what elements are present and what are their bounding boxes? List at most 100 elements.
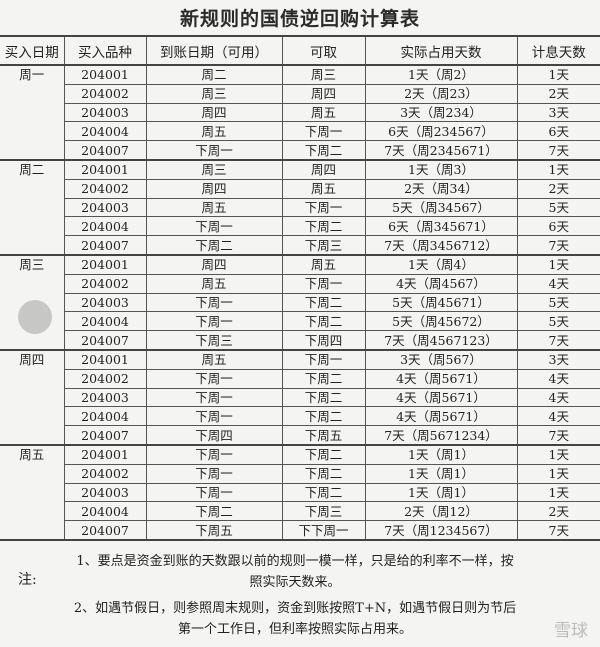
table-row: 204002 周五 下周一 4天（周4567） 4天 bbox=[0, 273, 600, 294]
arrival-date-cell: 下周二 bbox=[145, 501, 283, 522]
actual-days-cell: 4天（周5671） bbox=[364, 368, 518, 389]
withdrawable-cell: 下周一 bbox=[281, 121, 366, 142]
note-2: 2、如遇节假日，则参照周末规则，资金到账按照T+N，如遇节假日则为节后第一个工作… bbox=[73, 601, 517, 637]
product-cell: 204003 bbox=[64, 102, 147, 123]
product-cell: 204002 bbox=[64, 463, 147, 484]
product-cell: 204002 bbox=[64, 368, 147, 389]
actual-days-cell: 1天（周3） bbox=[364, 159, 518, 180]
withdrawable-cell: 周四 bbox=[281, 159, 366, 180]
interest-days-cell: 3天 bbox=[516, 102, 600, 123]
table-row: 204002 周四 周五 2天（周34） 2天 bbox=[0, 178, 600, 199]
back-button[interactable] bbox=[18, 300, 52, 334]
arrival-date-cell: 周五 bbox=[145, 121, 283, 142]
actual-days-cell: 4天（周5671） bbox=[364, 387, 518, 408]
interest-days-cell: 7天 bbox=[516, 520, 600, 541]
table-row: 204004 下周一 下周二 6天（周345671） 6天 bbox=[0, 216, 600, 237]
interest-days-cell: 7天 bbox=[516, 235, 600, 256]
table-row: 204004 下周一 下周二 5天（周45672） 5天 bbox=[0, 311, 600, 332]
interest-days-cell: 1天 bbox=[516, 482, 600, 503]
notes-section: 注: 1、要点是资金到账的天数跟以前的规则一模一样，只是给的利率不一样，按照实际… bbox=[0, 545, 600, 645]
actual-days-cell: 6天（周345671） bbox=[364, 216, 518, 237]
interest-days-cell: 7天 bbox=[516, 425, 600, 446]
actual-days-cell: 3天（周567） bbox=[364, 349, 518, 370]
note-1: 1、要点是资金到账的天数跟以前的规则一模一样，只是给的利率不一样，按照实际天数来… bbox=[76, 554, 514, 590]
actual-days-cell: 7天（周5671234） bbox=[364, 425, 518, 446]
withdrawable-cell: 下周二 bbox=[281, 387, 366, 408]
product-cell: 204001 bbox=[63, 349, 147, 370]
interest-days-cell: 7天 bbox=[516, 140, 600, 161]
header-actual-days: 实际占用天数 bbox=[364, 35, 518, 66]
interest-days-cell: 3天 bbox=[516, 349, 600, 370]
interest-days-cell: 5天 bbox=[516, 197, 600, 218]
arrival-date-cell: 周三 bbox=[145, 83, 283, 104]
product-cell: 204003 bbox=[64, 387, 147, 408]
product-cell: 204004 bbox=[64, 406, 147, 427]
table-row: 204004 周五 下周一 6天（周234567） 6天 bbox=[0, 121, 600, 142]
actual-days-cell: 2天（周23） bbox=[364, 83, 518, 104]
product-cell: 204007 bbox=[64, 330, 147, 351]
product-cell: 204004 bbox=[64, 216, 147, 237]
actual-days-cell: 1天（周1） bbox=[364, 482, 518, 503]
actual-days-cell: 2天（周12） bbox=[364, 501, 518, 522]
arrival-date-cell: 下周一 bbox=[145, 406, 283, 427]
notes-label: 注: bbox=[18, 572, 37, 588]
actual-days-cell: 7天（周1234567） bbox=[364, 520, 518, 541]
withdrawable-cell: 周四 bbox=[281, 83, 366, 104]
table-row: 204002 下周一 下周二 4天（周5671） 4天 bbox=[0, 368, 600, 389]
table-row: 204003 周四 周五 3天（周234） 3天 bbox=[0, 102, 600, 123]
watermark-logo: 雪球 bbox=[554, 621, 588, 641]
table-row: 周四 204001 周五 下周一 3天（周567） 3天 bbox=[0, 349, 600, 446]
arrival-date-cell: 周四 bbox=[145, 102, 283, 123]
withdrawable-cell: 下周一 bbox=[281, 197, 366, 218]
interest-days-cell: 5天 bbox=[516, 311, 600, 332]
arrival-date-cell: 下周三 bbox=[145, 330, 283, 351]
interest-days-cell: 1天 bbox=[516, 64, 600, 85]
table-row: 周五 204001 下周一 下周二 1天（周1） 1天 bbox=[0, 444, 600, 541]
buy-date-cell: 周二 bbox=[0, 159, 65, 256]
buy-date-cell: 周四 bbox=[0, 349, 65, 446]
withdrawable-cell: 下周二 bbox=[281, 463, 366, 484]
table-row: 204003 周五 下周一 5天（周34567） 5天 bbox=[0, 197, 600, 218]
table-row: 204007 下周五 下下周一 7天（周1234567） 7天 bbox=[0, 520, 600, 541]
actual-days-cell: 5天（周34567） bbox=[364, 197, 518, 218]
arrival-date-cell: 周四 bbox=[145, 254, 283, 275]
table-row: 周二 204001 周三 周四 1天（周3） 1天 bbox=[0, 159, 600, 256]
arrival-date-cell: 下周一 bbox=[145, 292, 283, 313]
interest-days-cell: 1天 bbox=[516, 463, 600, 484]
arrival-date-cell: 下周一 bbox=[145, 311, 283, 332]
arrival-date-cell: 下周一 bbox=[145, 482, 283, 503]
actual-days-cell: 4天（周4567） bbox=[364, 273, 518, 294]
product-cell: 204004 bbox=[64, 501, 147, 522]
withdrawable-cell: 下周五 bbox=[281, 425, 366, 446]
arrival-date-cell: 下周一 bbox=[145, 387, 283, 408]
product-cell: 204002 bbox=[64, 178, 147, 199]
interest-days-cell: 6天 bbox=[516, 216, 600, 237]
withdrawable-cell: 周五 bbox=[281, 102, 366, 123]
actual-days-cell: 1天（周1） bbox=[364, 444, 518, 465]
withdrawable-cell: 下周二 bbox=[281, 482, 366, 503]
header-arrival-date: 到账日期（可用） bbox=[145, 35, 283, 66]
withdrawable-cell: 下周一 bbox=[281, 273, 366, 294]
actual-days-cell: 2天（周34） bbox=[364, 178, 518, 199]
interest-days-cell: 2天 bbox=[516, 178, 600, 199]
product-cell: 204007 bbox=[64, 425, 147, 446]
withdrawable-cell: 下周三 bbox=[281, 235, 366, 256]
product-cell: 204001 bbox=[63, 444, 147, 465]
table-row: 204004 下周一 下周二 4天（周5671） 4天 bbox=[0, 406, 600, 427]
table-row: 204002 下周一 下周二 1天（周1） 1天 bbox=[0, 463, 600, 484]
arrival-date-cell: 下周一 bbox=[145, 368, 283, 389]
product-cell: 204007 bbox=[64, 140, 147, 161]
interest-days-cell: 6天 bbox=[516, 121, 600, 142]
actual-days-cell: 7天（周3456712） bbox=[364, 235, 518, 256]
actual-days-cell: 1天（周1） bbox=[364, 463, 518, 484]
arrival-date-cell: 周三 bbox=[145, 159, 283, 180]
buy-date-cell: 周五 bbox=[0, 444, 65, 541]
actual-days-cell: 1天（周4） bbox=[364, 254, 518, 275]
withdrawable-cell: 周五 bbox=[281, 254, 366, 275]
actual-days-cell: 7天（周4567123） bbox=[364, 330, 518, 351]
arrival-date-cell: 下周一 bbox=[145, 444, 283, 465]
product-cell: 204007 bbox=[64, 520, 147, 541]
actual-days-cell: 1天（周2） bbox=[364, 64, 518, 85]
arrival-date-cell: 下周一 bbox=[145, 463, 283, 484]
table-row: 204004 下周二 下周三 2天（周12） 2天 bbox=[0, 501, 600, 522]
